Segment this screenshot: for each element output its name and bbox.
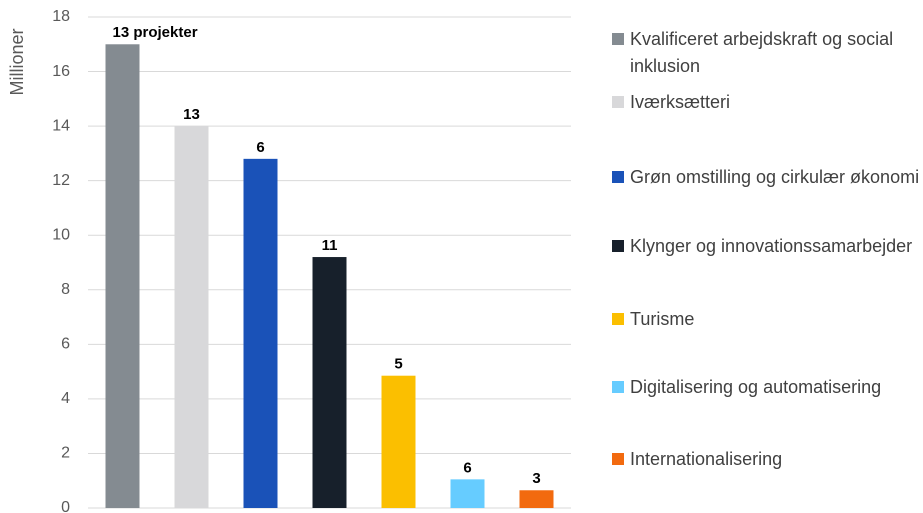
legend-item: Klynger og innovationssamarbejder: [612, 233, 923, 260]
bar: [105, 44, 140, 509]
y-tick-label: 8: [61, 281, 70, 298]
y-tick-label: 0: [61, 499, 70, 513]
annotation: 13 projekter: [113, 24, 198, 41]
legend-swatch: [612, 453, 624, 465]
y-tick-label: 18: [52, 8, 70, 25]
y-tick-label: 14: [52, 117, 70, 134]
legend-swatch: [612, 96, 624, 108]
bar: [519, 490, 554, 508]
legend-label: Kvalificeret arbejdskraft og social inkl…: [630, 29, 894, 76]
annotation: 11: [322, 237, 338, 254]
y-tick-label: 4: [61, 390, 70, 407]
annotation: 6: [256, 139, 264, 156]
legend-label: Iværksætteri: [630, 92, 731, 112]
annotation: 5: [394, 356, 402, 373]
annotation: 6: [463, 459, 471, 476]
y-tick-label: 10: [52, 226, 70, 243]
bar: [381, 375, 416, 508]
legend-label: Grøn omstilling og cirkulær økonomi: [630, 167, 920, 187]
legend-item: Digitalisering og automatisering: [612, 374, 923, 401]
legend-item: Kvalificeret arbejdskraft og social inkl…: [612, 26, 923, 80]
legend-swatch: [612, 33, 624, 45]
legend-item: Iværksætteri: [612, 89, 923, 116]
bar: [243, 158, 278, 508]
bar: [450, 479, 485, 508]
y-tick-label: 2: [61, 445, 70, 462]
legend-item: Grøn omstilling og cirkulær økonomi: [612, 164, 923, 191]
legend-swatch: [612, 313, 624, 325]
y-tick-label: 12: [52, 172, 70, 189]
legend-label: Internationalisering: [630, 449, 783, 469]
y-tick-label: 6: [61, 336, 70, 353]
bar: [174, 126, 209, 508]
legend-item: Turisme: [612, 306, 923, 333]
y-tick-label: 16: [52, 63, 70, 80]
annotation: 3: [532, 470, 540, 487]
legend-label: Klynger og innovationssamarbejder: [630, 236, 913, 256]
legend-item: Internationalisering: [612, 446, 923, 473]
legend-label: Digitalisering og automatisering: [630, 377, 882, 397]
legend-swatch: [612, 381, 624, 393]
legend-label: Turisme: [630, 309, 695, 329]
legend-swatch: [612, 171, 624, 183]
y-axis-title: Millioner: [7, 28, 27, 95]
bar: [312, 257, 347, 508]
annotation: 13: [183, 106, 200, 123]
legend-swatch: [612, 240, 624, 252]
